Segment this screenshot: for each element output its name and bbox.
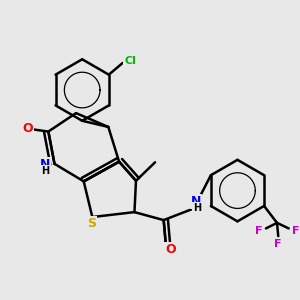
Text: F: F — [292, 226, 299, 236]
Text: O: O — [165, 243, 176, 256]
Text: H: H — [41, 166, 49, 176]
Text: O: O — [22, 122, 33, 135]
Text: H: H — [193, 202, 201, 212]
Text: S: S — [87, 217, 96, 230]
Text: N: N — [191, 195, 202, 208]
Text: F: F — [274, 239, 281, 249]
Text: F: F — [255, 226, 263, 236]
Text: Cl: Cl — [124, 56, 136, 66]
Text: N: N — [40, 158, 50, 171]
